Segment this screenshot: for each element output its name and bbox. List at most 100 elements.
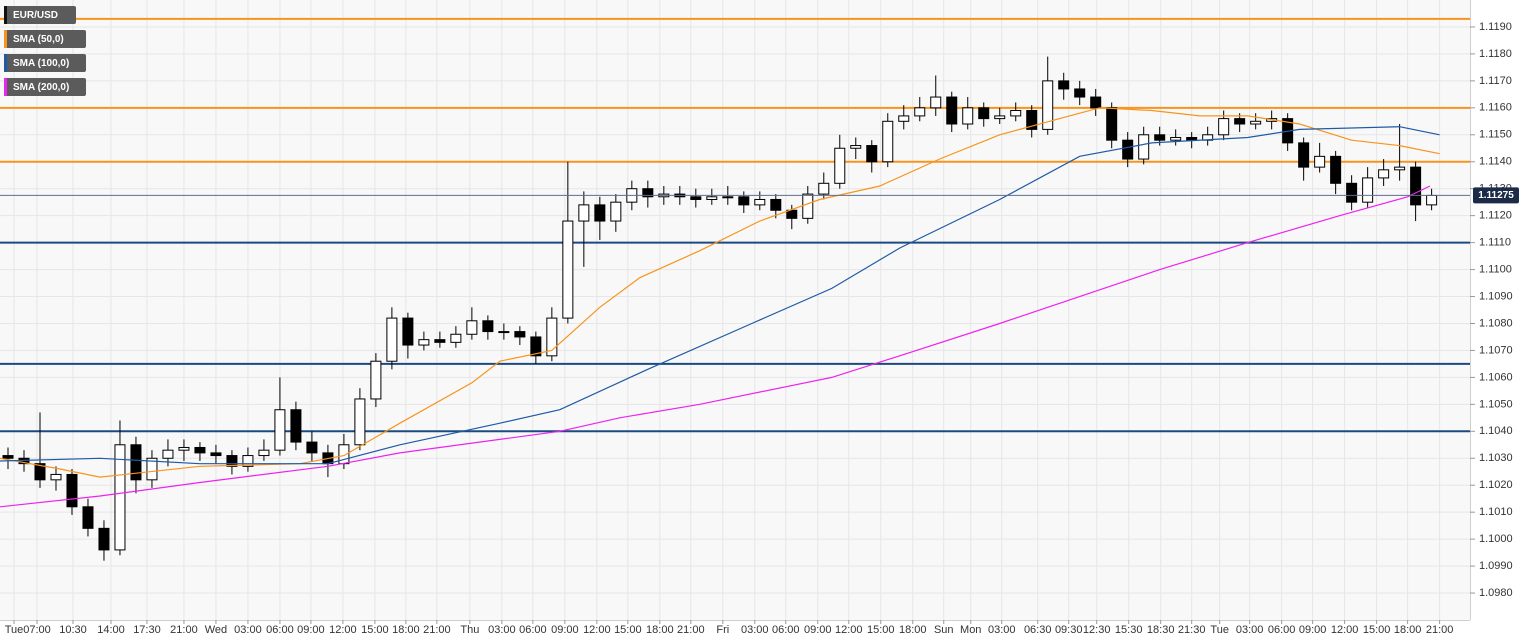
candle-body <box>1330 155 1342 184</box>
candle-body <box>1106 107 1118 141</box>
x-tick-label: 03:00 <box>234 624 262 636</box>
candle-body <box>978 107 990 120</box>
candle-body <box>706 196 718 200</box>
x-tick-label: 18:00 <box>646 624 674 636</box>
candle-body <box>130 444 142 481</box>
candle-body <box>210 452 222 457</box>
candle-body <box>514 331 526 338</box>
y-tick-label: 1.1060 <box>1479 371 1513 383</box>
candle-body <box>98 527 110 551</box>
candle-body <box>1074 88 1086 98</box>
x-tick-label: 07:00 <box>23 624 51 636</box>
x-tick-label: 21:00 <box>170 624 198 636</box>
x-tick-label: 12:00 <box>583 624 611 636</box>
y-tick-label: 1.1000 <box>1479 533 1513 545</box>
candle-body <box>1218 118 1230 136</box>
candle-body <box>1234 118 1246 125</box>
y-tick-label: 1.1150 <box>1479 129 1512 141</box>
legend-box <box>4 54 86 72</box>
x-tick-label: 17:30 <box>133 624 161 636</box>
y-tick-label: 1.1040 <box>1479 425 1513 437</box>
candle-body <box>1298 142 1310 168</box>
candle-body <box>882 120 894 163</box>
candle-body <box>162 449 174 459</box>
candle-body <box>1378 169 1390 179</box>
y-tick-label: 1.0980 <box>1479 587 1513 599</box>
candle-body <box>1186 136 1198 141</box>
candle-body <box>418 339 430 346</box>
candle-body <box>1394 166 1406 171</box>
x-tick-label: 09:00 <box>551 624 579 636</box>
last-price-label: 1.11275 <box>1478 190 1514 201</box>
candle-body <box>818 182 830 195</box>
sma-line <box>0 185 1431 508</box>
candle-body <box>610 201 622 222</box>
x-tick-label: Mon <box>960 624 981 636</box>
x-tick-label: 21:00 <box>423 624 451 636</box>
legend-swatch <box>4 78 7 96</box>
y-tick-label: 1.1030 <box>1479 452 1513 464</box>
x-tick-label: 21:00 <box>677 624 705 636</box>
candle-body <box>1042 80 1054 130</box>
y-tick-label: 1.1170 <box>1479 75 1512 87</box>
candle-body <box>722 196 734 199</box>
candle-body <box>1058 80 1070 90</box>
candle-body <box>1346 182 1358 203</box>
candle-body <box>642 188 654 198</box>
x-tick-label: Tue <box>1210 624 1229 636</box>
x-tick-label: 03:00 <box>488 624 516 636</box>
x-tick-label: 15:30 <box>1115 624 1143 636</box>
x-tick-label: Tue <box>5 624 24 636</box>
x-tick-label: 09:30 <box>1055 624 1083 636</box>
candle-body <box>34 463 46 481</box>
candle-body <box>834 147 846 184</box>
y-tick-label: 1.1070 <box>1479 344 1513 356</box>
candle-body <box>482 320 494 333</box>
candle-body <box>354 398 366 446</box>
x-tick-label: 15:00 <box>361 624 389 636</box>
candle-body <box>50 473 62 481</box>
candle-body <box>1122 139 1134 160</box>
candle-body <box>114 444 126 551</box>
last-price-box <box>1473 187 1519 204</box>
candle-body <box>530 336 542 357</box>
y-tick-label: 1.1120 <box>1479 210 1512 222</box>
legend-label: EUR/USD <box>13 10 58 21</box>
candle-body <box>786 209 798 219</box>
candle-body <box>434 339 446 343</box>
x-tick-label: 09:00 <box>297 624 325 636</box>
sma-line <box>0 126 1440 465</box>
x-tick-label: 03:00 <box>1236 624 1264 636</box>
candle-body <box>962 107 974 125</box>
y-tick-label: 1.1050 <box>1479 398 1513 410</box>
candle-body <box>290 409 302 443</box>
y-tick-label: 1.1100 <box>1479 263 1512 275</box>
candle-body <box>1314 155 1326 168</box>
candle-body <box>546 317 558 357</box>
x-tick-label: 12:30 <box>1083 624 1111 636</box>
candle-body <box>370 360 382 400</box>
x-tick-label: Thu <box>460 624 479 636</box>
x-tick-label: 18:30 <box>1147 624 1175 636</box>
x-tick-label: Sun <box>934 624 954 636</box>
candle-body <box>498 331 510 334</box>
candle-body <box>1170 136 1182 141</box>
x-tick-label: 06:00 <box>519 624 547 636</box>
y-tick-label: 1.1180 <box>1479 48 1512 60</box>
y-tick-label: 1.1140 <box>1479 156 1512 168</box>
x-tick-label: 06:00 <box>1268 624 1296 636</box>
candle-body <box>738 196 750 206</box>
y-tick-label: 1.1020 <box>1479 479 1513 491</box>
candle-body <box>386 317 398 362</box>
candle-body <box>226 455 238 467</box>
x-tick-label: Fri <box>716 624 729 636</box>
candle-body <box>914 107 926 117</box>
candle-body <box>1410 166 1422 206</box>
x-tick-label: 03:00 <box>988 624 1016 636</box>
candle-body <box>1090 96 1102 109</box>
candle-body <box>402 317 414 346</box>
candle-body <box>274 409 286 451</box>
candle-body <box>594 204 606 222</box>
x-tick-label: 12:00 <box>329 624 357 636</box>
